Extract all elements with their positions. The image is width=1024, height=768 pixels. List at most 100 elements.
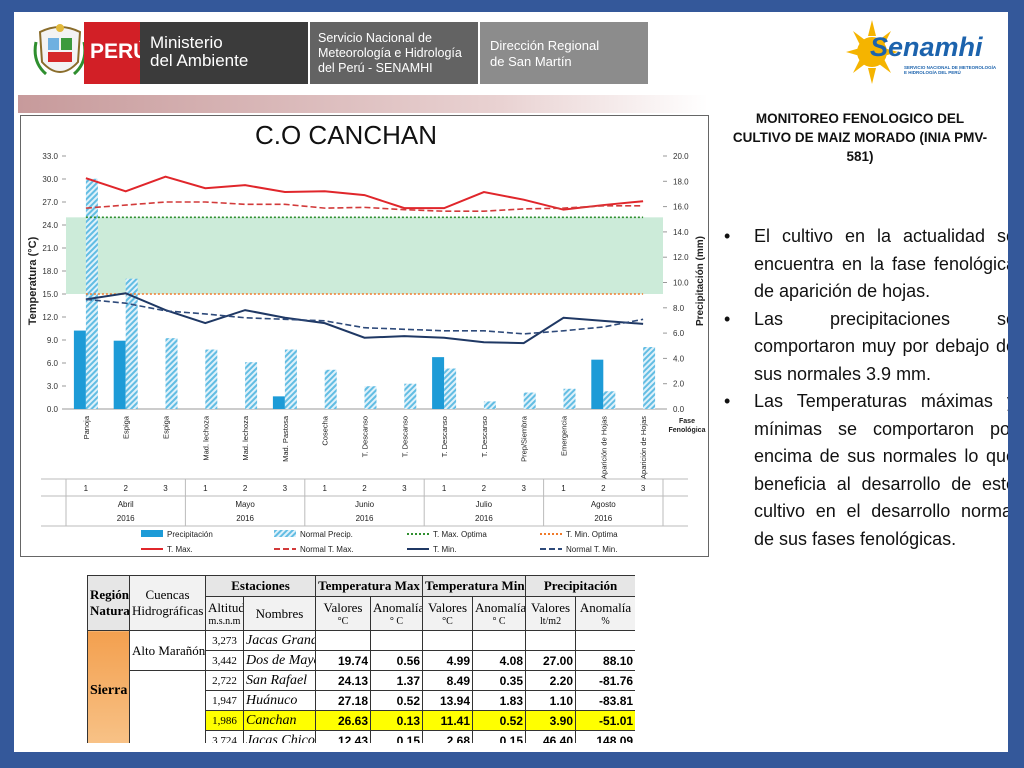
x-tick-label: Espiga bbox=[122, 415, 131, 439]
x-tick-label: Mad. lechoza bbox=[201, 415, 210, 460]
y2-tick-label: 10.0 bbox=[673, 279, 689, 288]
table-cell: 1.83 bbox=[472, 690, 527, 711]
senamhi-sun bbox=[846, 20, 898, 84]
table-cell: 0.13 bbox=[369, 710, 424, 731]
bar bbox=[205, 349, 218, 409]
column-header: Valores °C bbox=[315, 596, 371, 631]
column-header: Valores °C bbox=[422, 596, 474, 631]
y2-tick-label: 14.0 bbox=[673, 228, 689, 237]
y-tick-label: 30.0 bbox=[42, 175, 58, 184]
y2-axis-title: Precipitación (mm) bbox=[695, 236, 706, 326]
month-label: Abril bbox=[118, 500, 134, 509]
decade-label: 2 bbox=[362, 484, 367, 493]
y2-tick-label: 8.0 bbox=[673, 304, 685, 313]
bar bbox=[125, 278, 138, 409]
column-header: Anomalía% bbox=[575, 596, 635, 631]
decade-label: 1 bbox=[84, 484, 89, 493]
table-cell bbox=[315, 630, 371, 651]
table-cell: 1,986 bbox=[205, 710, 244, 731]
line-series bbox=[85, 298, 644, 335]
x-tick-label: Cosecha bbox=[321, 415, 330, 445]
column-header: Anomalía ° C bbox=[472, 596, 527, 631]
bullet-item: Las precipitaciones se comportaron muy p… bbox=[724, 306, 1008, 389]
y-axis-title: Temperatura (°C) bbox=[27, 236, 39, 325]
column-unit: % bbox=[601, 616, 610, 627]
y2-tick-label: 4.0 bbox=[673, 354, 685, 363]
column-header: Altitud m.s.n.m bbox=[205, 596, 244, 631]
table-row: 1,947 Huánuco 27.18 0.52 13.94 1.83 1.10 -83.81 bbox=[88, 690, 635, 711]
table-cell: 24.13 bbox=[315, 670, 371, 691]
decade-label: 3 bbox=[283, 484, 288, 493]
bar bbox=[165, 338, 178, 409]
y-tick-label: 15.0 bbox=[42, 290, 58, 299]
line-series bbox=[85, 201, 644, 212]
group-header: Precipitación bbox=[525, 575, 635, 597]
chart: C.O CANCHAN0.03.06.09.012.015.018.021.02… bbox=[27, 120, 706, 554]
table-cell: 3,442 bbox=[205, 650, 244, 671]
table-cell: Jacas Chico bbox=[243, 730, 316, 743]
data-table: Región Natural Cuencas Hidrográficas Estac… bbox=[87, 575, 635, 743]
bar bbox=[113, 340, 126, 409]
table-cell: 3,724 bbox=[205, 730, 244, 743]
bar bbox=[523, 392, 536, 409]
table-row: 3,724 Jacas Chico 12.43 0.15 2.68 0.15 46.40 14… bbox=[88, 730, 635, 743]
table-cell: 0.56 bbox=[369, 650, 424, 671]
column-name: Valores bbox=[531, 600, 571, 615]
column-unit: m.s.n.m bbox=[208, 616, 241, 627]
table-cell: 2,722 bbox=[205, 670, 244, 691]
basin-cell bbox=[129, 670, 206, 743]
column-unit: ° C bbox=[389, 616, 404, 627]
decade-label: 2 bbox=[243, 484, 248, 493]
y-tick-label: 12.0 bbox=[42, 313, 58, 322]
year-label: 2016 bbox=[356, 514, 374, 523]
table-cell: 27.00 bbox=[525, 650, 577, 671]
table-cell: San Rafael bbox=[243, 670, 316, 691]
legend-label: Normal T. Min. bbox=[566, 545, 617, 554]
x-tick-label: Mad. Pastosa bbox=[281, 415, 290, 462]
table-cell: 1.10 bbox=[525, 690, 577, 711]
year-label: 2016 bbox=[236, 514, 254, 523]
table-cell: 0.15 bbox=[369, 730, 424, 743]
basin-cell: Alto Marañón bbox=[129, 630, 206, 671]
table-cell: 1,947 bbox=[205, 690, 244, 711]
table-cell: -81.76 bbox=[575, 670, 635, 691]
x-tick-label: T. Descanso bbox=[400, 416, 409, 457]
column-name: Anomalía bbox=[475, 600, 526, 615]
decade-label: 1 bbox=[322, 484, 327, 493]
table-cell: 1.37 bbox=[369, 670, 424, 691]
chart-box: C.O CANCHAN 0.0 3.0 6.0 9.0 12.0 15.0 18.0 21.0 2… bbox=[20, 115, 709, 557]
bullet-list: El cultivo en la actualidad se encuentra… bbox=[720, 223, 1008, 553]
y-tick-label: 27.0 bbox=[42, 198, 58, 207]
line-series bbox=[85, 292, 644, 345]
column-name: Valores bbox=[323, 600, 363, 615]
decade-label: 2 bbox=[601, 484, 606, 493]
bar bbox=[483, 401, 496, 409]
x-tick-label: Prep/Siembra bbox=[520, 415, 529, 462]
category-axis-title: Fase bbox=[679, 418, 695, 425]
x-tick-label: T. Descanso bbox=[361, 416, 370, 457]
year-label: 2016 bbox=[117, 514, 135, 523]
group-header: Estaciones bbox=[205, 575, 316, 597]
table-cell: 8.49 bbox=[422, 670, 474, 691]
table-cell: 3.90 bbox=[525, 710, 577, 731]
table-cell: 13.94 bbox=[422, 690, 474, 711]
brand-name: Senamhi bbox=[870, 32, 983, 62]
table-cell: 4.99 bbox=[422, 650, 474, 671]
header-row: Altitud m.s.n.m Nombres Valores °C Anomalía ° … bbox=[88, 596, 635, 631]
table-cell bbox=[369, 630, 424, 651]
service-label: Servicio Nacional de Meteorología e Hidr… bbox=[310, 22, 478, 84]
table-cell: 12.43 bbox=[315, 730, 371, 743]
column-unit: °C bbox=[337, 616, 349, 627]
month-label: Julio bbox=[476, 500, 493, 509]
table-cell: 0.52 bbox=[369, 690, 424, 711]
y-tick-label: 0.0 bbox=[47, 405, 59, 414]
legend-label: T. Max. Optima bbox=[433, 530, 487, 539]
y-tick-label: 21.0 bbox=[42, 244, 58, 253]
table-cell: Jacas Grande bbox=[243, 630, 316, 651]
table-cell: Dos de Mayo bbox=[243, 650, 316, 671]
table-cell: 0.35 bbox=[472, 670, 527, 691]
table-cell bbox=[422, 630, 474, 651]
table-cell: Huánuco bbox=[243, 690, 316, 711]
decade-label: 1 bbox=[442, 484, 447, 493]
legend-swatch bbox=[141, 530, 163, 537]
